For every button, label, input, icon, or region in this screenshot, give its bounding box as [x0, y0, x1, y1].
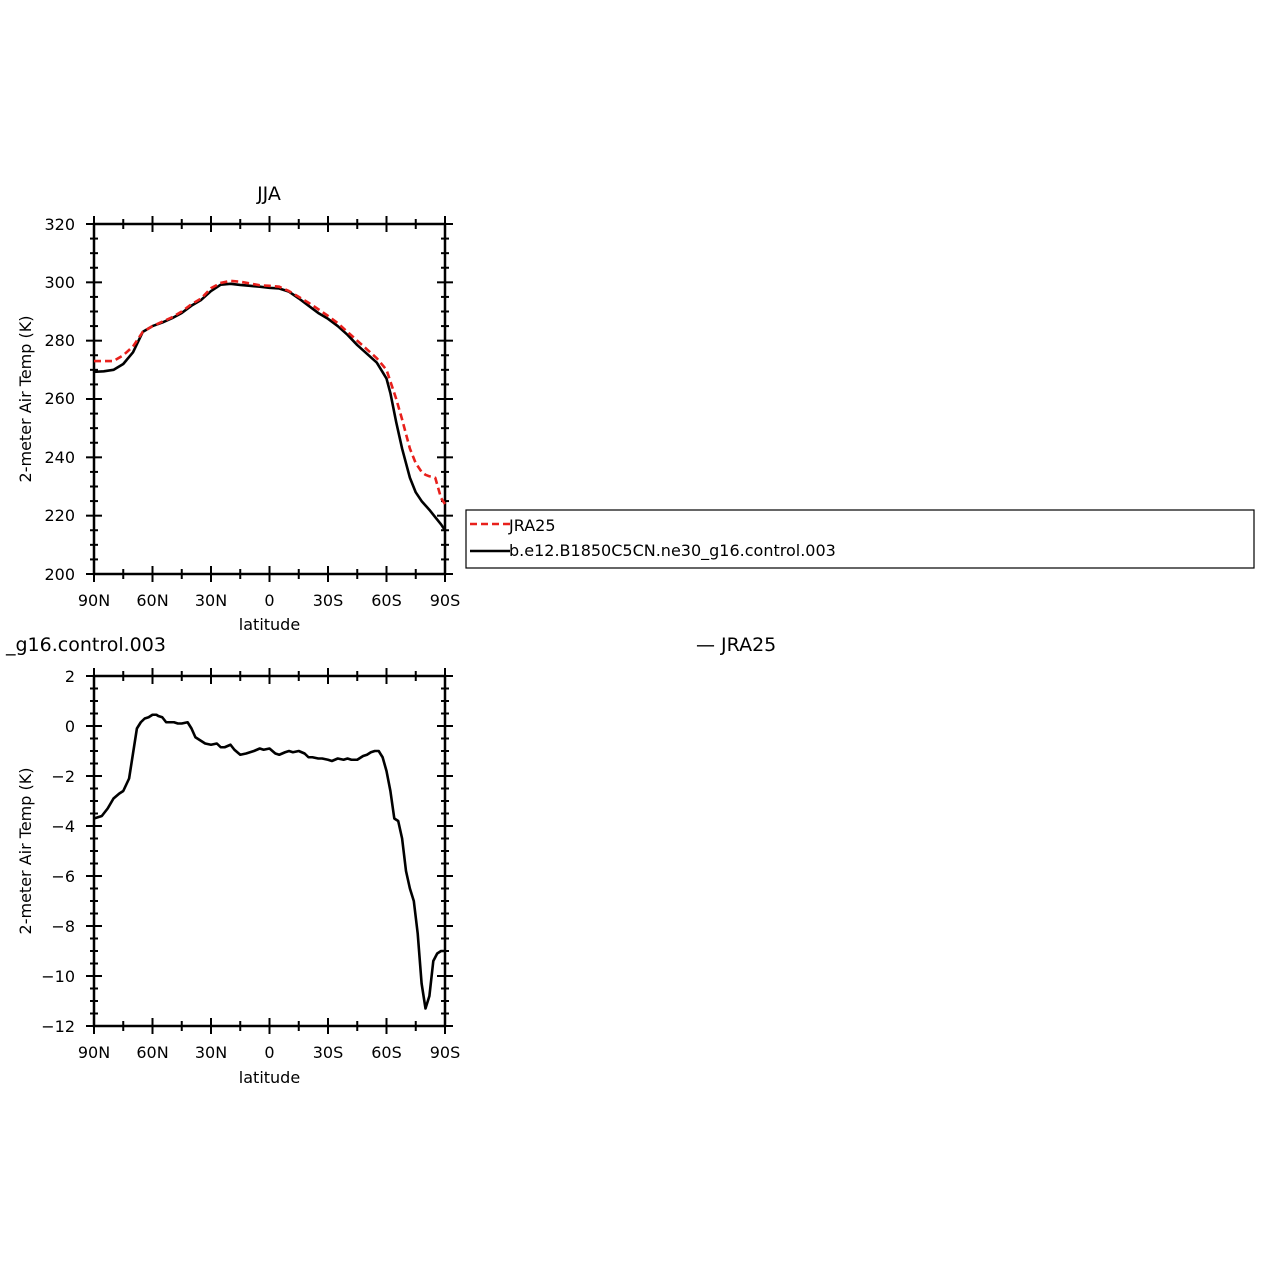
top-y-tick-label: 300: [44, 273, 75, 292]
top-y-tick-label: 320: [44, 215, 75, 234]
bottom-x-tick-labels: 90N 60N 30N 0 30S 60S 90S: [78, 1043, 460, 1062]
bottom-x-tick-label: 90N: [78, 1043, 110, 1062]
bottom-plot-frame: [92, 674, 447, 1028]
top-x-tick-label: 60S: [371, 591, 402, 610]
bottom-x-tick-label: 30S: [313, 1043, 344, 1062]
bottom-panel: _g16.control.003 — JRA25 2 0 −2 −4 −6 −8…: [5, 634, 776, 1087]
top-x-tick-label: 90S: [430, 591, 461, 610]
bottom-series-line-difference: [93, 713, 445, 1010]
bottom-y-tick-label: −2: [51, 767, 75, 786]
top-series-line-jra25: [94, 279, 447, 505]
bottom-axis-ticks: [86, 668, 453, 1034]
top-panel: JJA 320 300 280 260 240 220 200 90N 60N …: [16, 183, 1255, 634]
bottom-x-tick-label: 0: [264, 1043, 274, 1062]
bottom-y-tick-label: −12: [41, 1017, 75, 1036]
bottom-x-tick-label: 60S: [371, 1043, 402, 1062]
top-y-axis-label: 2-meter Air Temp (K): [16, 316, 35, 483]
top-x-tick-label: 90N: [78, 591, 110, 610]
bottom-x-tick-label: 60N: [136, 1043, 168, 1062]
top-x-tick-labels: 90N 60N 30N 0 30S 60S 90S: [78, 591, 460, 610]
bottom-series-lines: [93, 713, 445, 1010]
top-y-tick-label: 280: [44, 331, 75, 350]
bottom-y-axis-label: 2-meter Air Temp (K): [16, 768, 35, 935]
top-y-tick-labels: 320 300 280 260 240 220 200: [44, 215, 75, 584]
legend-label-jra25: JRA25: [508, 516, 556, 535]
bottom-title-left: _g16.control.003: [5, 634, 166, 656]
bottom-y-tick-label: −6: [51, 867, 75, 886]
bottom-y-tick-label: 2: [65, 667, 75, 686]
top-axis-ticks: [86, 216, 453, 582]
top-x-tick-label: 30N: [195, 591, 227, 610]
bottom-y-tick-labels: 2 0 −2 −4 −6 −8 −10 −12: [41, 667, 75, 1036]
bottom-y-tick-label: 0: [65, 717, 75, 736]
top-chart-title: JJA: [256, 183, 281, 205]
bottom-y-tick-label: −4: [51, 817, 75, 836]
top-series-line-b-e12-b1850c5cn-ne30-g16-control-003: [93, 282, 447, 531]
top-y-tick-label: 220: [44, 506, 75, 525]
top-x-tick-label: 60N: [136, 591, 168, 610]
bottom-x-tick-label: 30N: [195, 1043, 227, 1062]
bottom-y-tick-label: −10: [41, 967, 75, 986]
top-series-lines: [93, 279, 447, 531]
top-x-tick-label: 30S: [313, 591, 344, 610]
bottom-x-tick-label: 90S: [430, 1043, 461, 1062]
legend-label-model: b.e12.B1850C5CN.ne30_g16.control.003: [509, 541, 836, 561]
top-y-tick-label: 260: [44, 389, 75, 408]
bottom-x-axis-label: latitude: [239, 1068, 300, 1087]
top-x-tick-label: 0: [264, 591, 274, 610]
legend-box: [465, 509, 1255, 569]
bottom-y-tick-label: −8: [51, 917, 75, 936]
bottom-title-right: — JRA25: [696, 634, 776, 656]
legend: JRA25 b.e12.B1850C5CN.ne30_g16.control.0…: [465, 509, 1255, 569]
top-x-axis-label: latitude: [239, 615, 300, 634]
top-y-tick-label: 240: [44, 448, 75, 467]
top-y-tick-label: 200: [44, 565, 75, 584]
